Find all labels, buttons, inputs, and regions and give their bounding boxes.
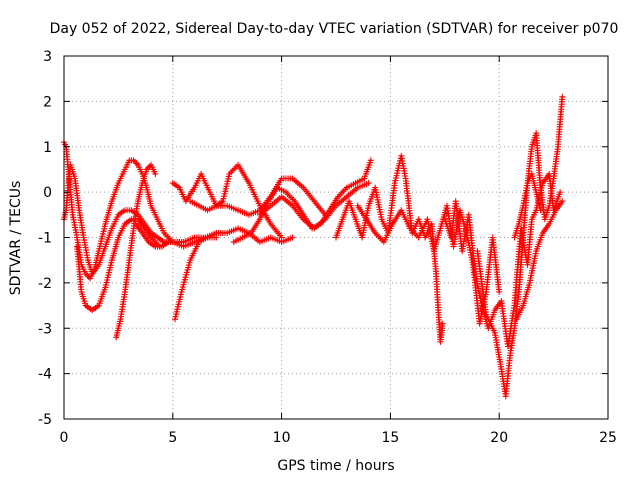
data-point-marker xyxy=(557,189,564,196)
y-tick-label: -2 xyxy=(38,276,52,292)
data-point-marker xyxy=(152,170,159,177)
data-point-marker xyxy=(365,180,372,187)
series-sat-track-11 xyxy=(333,152,446,345)
data-point-marker xyxy=(559,93,566,100)
y-tick-label: -5 xyxy=(38,412,52,428)
y-axis-tick-labels: -5 -4 -3 -2 -1 0 1 2 3 xyxy=(38,49,52,428)
y-tick-label: 3 xyxy=(43,49,52,65)
x-tick-label: 25 xyxy=(599,430,617,446)
x-tick-label: 15 xyxy=(381,430,399,446)
data-series-group xyxy=(61,93,566,400)
data-point-marker xyxy=(496,288,503,295)
x-axis-label: GPS time / hours xyxy=(277,458,394,474)
data-point-marker xyxy=(537,207,544,214)
y-tick-label: 1 xyxy=(43,140,52,156)
series-sat-track-3 xyxy=(74,216,163,314)
series-sat-track-16 xyxy=(513,198,566,323)
data-point-marker xyxy=(180,239,187,246)
x-axis-tick-labels: 0 5 10 15 20 25 xyxy=(60,430,617,446)
y-tick-label: -1 xyxy=(38,231,52,247)
series-sat-track-5 xyxy=(132,220,187,250)
data-point-marker xyxy=(439,320,446,327)
x-tick-label: 20 xyxy=(490,430,508,446)
data-point-marker xyxy=(367,157,374,164)
x-tick-label: 0 xyxy=(60,430,69,446)
data-point-marker xyxy=(559,198,566,205)
series-sat-track-15 xyxy=(511,93,566,241)
chart-title: Day 052 of 2022, Sidereal Day-to-day VTE… xyxy=(50,21,619,37)
x-tick-label: 5 xyxy=(168,430,177,446)
series-sat-track-7 xyxy=(171,225,296,323)
data-point-marker xyxy=(289,234,296,241)
series-sat-track-8 xyxy=(187,175,329,218)
y-tick-label: -3 xyxy=(38,321,52,337)
axis-ticks xyxy=(63,55,609,420)
series-sat-track-10 xyxy=(256,180,372,232)
series-sat-track-13 xyxy=(441,170,564,350)
y-tick-label: 2 xyxy=(43,94,52,110)
x-tick-label: 10 xyxy=(273,430,291,446)
y-tick-label: 0 xyxy=(43,185,52,201)
series-sat-track-2 xyxy=(61,161,220,277)
y-tick-label: -4 xyxy=(38,367,52,383)
y-axis-label: SDTVAR / TECUs xyxy=(8,181,24,296)
